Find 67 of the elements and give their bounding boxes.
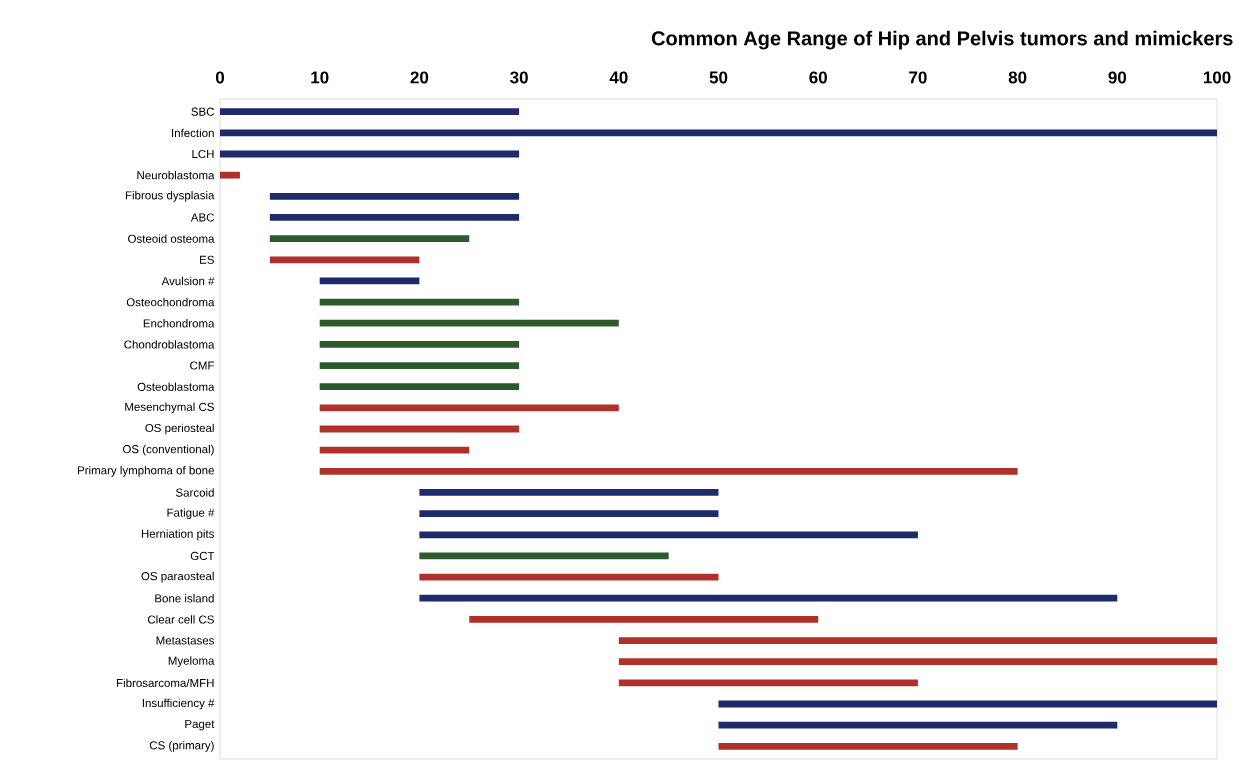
x-tick-label: 100 xyxy=(1203,71,1231,84)
bar xyxy=(618,658,1218,666)
y-tick-label: ES xyxy=(200,255,214,264)
y-tick-label: CMF xyxy=(190,361,214,370)
bar xyxy=(220,129,1218,137)
y-tick-label: Avulsion # xyxy=(161,276,215,286)
x-tick-label: 40 xyxy=(609,71,628,84)
bar xyxy=(319,341,520,348)
y-tick-label: Herniation pits xyxy=(141,529,215,541)
bar xyxy=(269,214,520,221)
y-tick-label: OS (conventional) xyxy=(122,444,214,456)
bar xyxy=(269,256,420,264)
x-tick-label: 0 xyxy=(215,71,225,84)
y-tick-label: Fatigue # xyxy=(167,508,215,519)
x-tick-label: 10 xyxy=(311,71,329,84)
y-tick-label: Sarcoid xyxy=(175,488,214,497)
x-tick-label: 50 xyxy=(709,71,728,84)
y-tick-label: Insufficiency # xyxy=(142,698,215,710)
bar xyxy=(319,383,520,391)
y-tick-label: CS (primary) xyxy=(149,740,214,752)
y-tick-label: Osteoblastoma xyxy=(137,382,215,391)
y-tick-label: Neuroblastoma xyxy=(137,170,215,180)
bar xyxy=(419,510,719,518)
bar xyxy=(419,594,1118,602)
bar xyxy=(319,319,619,327)
x-tick-label: 90 xyxy=(1108,71,1127,84)
bar xyxy=(419,531,918,539)
y-tick-label: SBC xyxy=(191,107,215,116)
y-tick-label: ABC xyxy=(190,213,215,222)
y-tick-label: Metastases xyxy=(156,636,215,645)
bar xyxy=(419,489,719,496)
bar xyxy=(220,108,520,116)
bar xyxy=(220,171,240,179)
bar xyxy=(618,637,1218,644)
y-tick-label: GCT xyxy=(190,551,215,560)
y-tick-label: LCH xyxy=(192,149,214,159)
x-tick-label: 20 xyxy=(410,71,429,84)
y-tick-label: Myeloma xyxy=(168,656,215,668)
bar xyxy=(319,404,619,412)
chart-title: Common Age Range of Hip and Pelvis tumors and mimickers xyxy=(651,30,1233,50)
x-tick-label: 70 xyxy=(909,71,927,84)
y-tick-label: OS periosteal xyxy=(145,423,214,435)
y-tick-label: OS paraosteal xyxy=(141,571,214,583)
bar xyxy=(319,467,1018,475)
bar xyxy=(469,616,819,623)
y-tick-label: Enchondroma xyxy=(143,319,215,328)
bar xyxy=(269,192,520,200)
x-tick-label: 60 xyxy=(809,71,827,84)
y-tick-label: Infection xyxy=(172,128,214,138)
y-tick-label: Osteoid osteoma xyxy=(128,234,215,243)
x-tick-label: 30 xyxy=(510,71,528,84)
y-tick-label: Mesenchymal CS xyxy=(125,402,214,414)
y-tick-label: Clear cell CS xyxy=(147,615,214,624)
y-tick-label: Bone island xyxy=(155,594,214,603)
bar xyxy=(618,679,918,687)
y-tick-label: Fibrous dysplasia xyxy=(125,190,215,202)
bar xyxy=(319,362,520,369)
bar xyxy=(269,235,470,242)
y-tick-label: Osteochondroma xyxy=(126,297,215,307)
bar xyxy=(718,742,1018,750)
y-tick-label: Fibrosarcoma/MFH xyxy=(117,678,214,688)
bar xyxy=(319,446,470,454)
y-tick-label: Paget xyxy=(185,720,215,731)
x-tick-label: 80 xyxy=(1008,71,1027,84)
y-tick-label: Chondroblastoma xyxy=(124,340,215,349)
bar xyxy=(718,721,1118,729)
y-tick-label: Primary lymphoma of bone xyxy=(77,465,214,477)
